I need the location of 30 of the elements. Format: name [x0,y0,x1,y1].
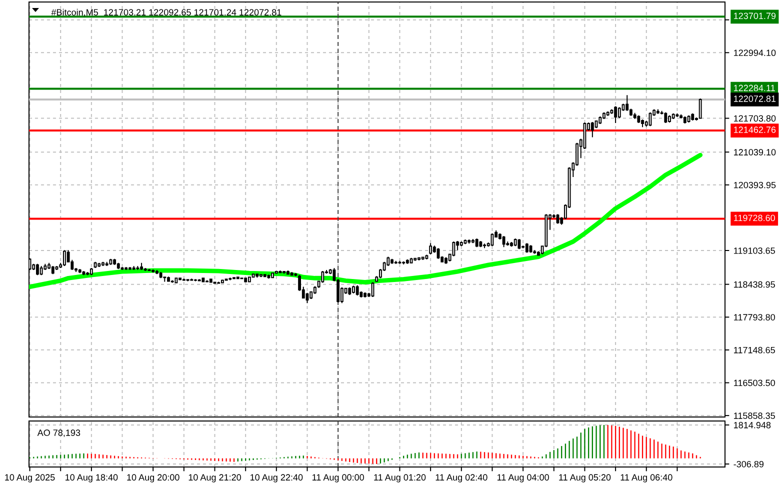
x-tick-label: 11 Aug 01:20 [374,474,426,482]
x-tick-label: 11 Aug 02:40 [436,474,488,482]
x-tick-label: 10 Aug 20:00 [127,474,180,482]
y-tick-label: 122994.10 [734,50,776,56]
x-tick-label: 10 Aug 18:40 [66,474,118,482]
y-tick-label: 120393.95 [734,182,776,188]
y-tick-label: 117793.80 [734,314,775,320]
text: AO 78,193 [37,430,80,437]
y-tick-label: 119103.65 [734,247,775,254]
x-tick-label: 10 Aug 21:20 [188,474,242,482]
x-tick-label: 10 Aug 2025 [5,474,55,482]
x-tick-label: 11 Aug 04:00 [497,474,549,482]
ref-line-label: 122072.81 [734,96,776,102]
y-tick-label: 1814.948 [734,422,771,428]
y-tick-label: 116503.50 [734,380,775,386]
x-tick-label: 11 Aug 05:20 [559,474,611,482]
y-tick-label: 121039.10 [734,149,776,156]
ref-line-label: 122284.11 [734,84,775,92]
y-tick-label: 118438.95 [734,281,775,288]
x-tick-label: 11 Aug 00:00 [312,474,364,482]
ref-line-label: 121462.76 [734,126,776,133]
x-tick-label: 10 Aug 22:40 [250,474,303,482]
y-tick-label: 117148.65 [734,346,775,354]
x-tick-label: 11 Aug 06:40 [620,474,672,482]
y-tick-label: -306.89 [734,460,764,468]
text: #Bitcoin,M5 121703.21 122092.65 121701.24 122072.81 [51,8,282,17]
ref-line-label: 123701.79 [734,12,776,20]
y-tick-label: 115858.35 [734,412,775,419]
y-tick-label: 121703.80 [734,115,776,122]
ref-line-label: 119728.60 [734,214,775,222]
